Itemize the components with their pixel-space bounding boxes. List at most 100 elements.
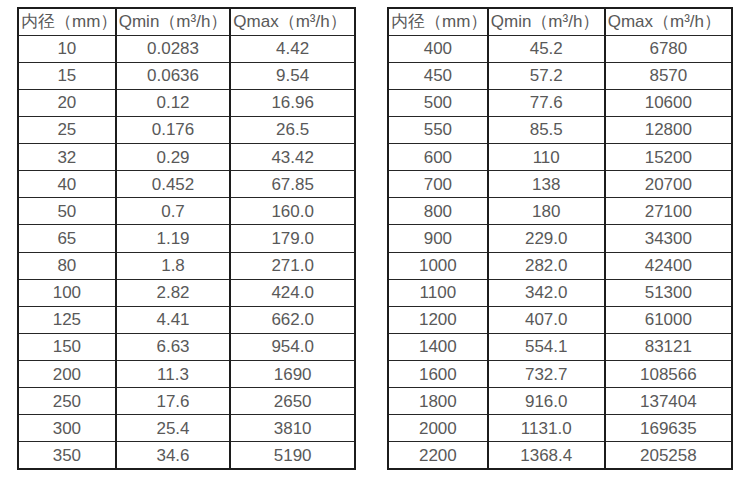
table-row: 1200407.061000: [388, 306, 732, 333]
table-cell: 3810: [230, 415, 355, 442]
table-row: 320.2943.42: [18, 144, 355, 171]
table-cell: 51300: [605, 279, 732, 306]
table-row: 1000282.042400: [388, 252, 732, 279]
table-cell: 900: [388, 225, 488, 252]
table-cell: 43.42: [230, 144, 355, 171]
flow-range-table-large-diameters: 内径（mm）Qmin（m³/h）Qmax（m³/h） 40045.2678045…: [387, 7, 733, 470]
table-row: 55085.512800: [388, 116, 732, 143]
table-cell: 34.6: [116, 442, 231, 469]
table-cell: 350: [18, 442, 116, 469]
table-cell: 180: [488, 198, 605, 225]
table-cell: 138: [488, 171, 605, 198]
table-cell: 732.7: [488, 361, 605, 388]
table-cell: 342.0: [488, 279, 605, 306]
table-cell: 1.8: [116, 252, 231, 279]
table-cell: 137404: [605, 388, 732, 415]
table-cell: 1131.0: [488, 415, 605, 442]
column-header: 内径（mm）: [18, 8, 116, 35]
table-cell: 0.176: [116, 116, 231, 143]
table-row: 400.45267.85: [18, 171, 355, 198]
table-cell: 424.0: [230, 279, 355, 306]
table-cell: 700: [388, 171, 488, 198]
table-row: 1100342.051300: [388, 279, 732, 306]
table-cell: 1600: [388, 361, 488, 388]
table-row: 200.1216.96: [18, 89, 355, 116]
table-row: 250.17626.5: [18, 116, 355, 143]
table-cell: 6.63: [116, 333, 231, 360]
table-row: 801.8271.0: [18, 252, 355, 279]
table-cell: 26.5: [230, 116, 355, 143]
table-cell: 25.4: [116, 415, 231, 442]
table-row: 80018027100: [388, 198, 732, 225]
table-row: 25017.62650: [18, 388, 355, 415]
table-row: 30025.43810: [18, 415, 355, 442]
table-cell: 554.1: [488, 333, 605, 360]
table-row: 22001368.4205258: [388, 442, 732, 469]
table-cell: 17.6: [116, 388, 231, 415]
table-row: 1002.82424.0: [18, 279, 355, 306]
table-cell: 100: [18, 279, 116, 306]
table-cell: 15: [18, 62, 116, 89]
table-cell: 916.0: [488, 388, 605, 415]
table-row: 150.06369.54: [18, 62, 355, 89]
table-cell: 1100: [388, 279, 488, 306]
table-row: 1800916.0137404: [388, 388, 732, 415]
table-cell: 1200: [388, 306, 488, 333]
table-cell: 20700: [605, 171, 732, 198]
table-cell: 550: [388, 116, 488, 143]
table-cell: 0.0283: [116, 35, 231, 62]
table-cell: 450: [388, 62, 488, 89]
table-row: 1400554.183121: [388, 333, 732, 360]
table-cell: 42400: [605, 252, 732, 279]
table-cell: 34300: [605, 225, 732, 252]
table-row: 40045.26780: [388, 35, 732, 62]
table-cell: 1800: [388, 388, 488, 415]
table-cell: 9.54: [230, 62, 355, 89]
table-cell: 61000: [605, 306, 732, 333]
table-row: 35034.65190: [18, 442, 355, 469]
table-cell: 205258: [605, 442, 732, 469]
table-cell: 32: [18, 144, 116, 171]
table-row: 50077.610600: [388, 89, 732, 116]
table-row: 20011.31690: [18, 361, 355, 388]
table-cell: 271.0: [230, 252, 355, 279]
header-row: 内径（mm）Qmin（m³/h）Qmax（m³/h）: [18, 8, 355, 35]
page: 内径（mm）Qmin（m³/h）Qmax（m³/h） 100.02834.421…: [0, 0, 750, 483]
table-cell: 45.2: [488, 35, 605, 62]
table-row: 20001131.0169635: [388, 415, 732, 442]
table-row: 100.02834.42: [18, 35, 355, 62]
header-row: 内径（mm）Qmin（m³/h）Qmax（m³/h）: [388, 8, 732, 35]
table-cell: 0.12: [116, 89, 231, 116]
table-cell: 1400: [388, 333, 488, 360]
table-cell: 300: [18, 415, 116, 442]
table-cell: 2.82: [116, 279, 231, 306]
table-cell: 229.0: [488, 225, 605, 252]
table-cell: 40: [18, 171, 116, 198]
table-row: 1254.41662.0: [18, 306, 355, 333]
table-cell: 0.7: [116, 198, 231, 225]
table-cell: 11.3: [116, 361, 231, 388]
table-cell: 4.41: [116, 306, 231, 333]
table-cell: 0.29: [116, 144, 231, 171]
table-row: 70013820700: [388, 171, 732, 198]
table-cell: 15200: [605, 144, 732, 171]
table-cell: 16.96: [230, 89, 355, 116]
table-cell: 2650: [230, 388, 355, 415]
table-cell: 6780: [605, 35, 732, 62]
table-cell: 25: [18, 116, 116, 143]
table-cell: 150: [18, 333, 116, 360]
table-cell: 179.0: [230, 225, 355, 252]
table-cell: 800: [388, 198, 488, 225]
table-cell: 4.42: [230, 35, 355, 62]
table-cell: 954.0: [230, 333, 355, 360]
table-row: 500.7160.0: [18, 198, 355, 225]
table-cell: 250: [18, 388, 116, 415]
table-cell: 108566: [605, 361, 732, 388]
column-header: Qmin（m³/h）: [116, 8, 231, 35]
table-cell: 400: [388, 35, 488, 62]
table-cell: 1368.4: [488, 442, 605, 469]
table-cell: 125: [18, 306, 116, 333]
table-cell: 0.0636: [116, 62, 231, 89]
table-cell: 407.0: [488, 306, 605, 333]
table-cell: 10: [18, 35, 116, 62]
